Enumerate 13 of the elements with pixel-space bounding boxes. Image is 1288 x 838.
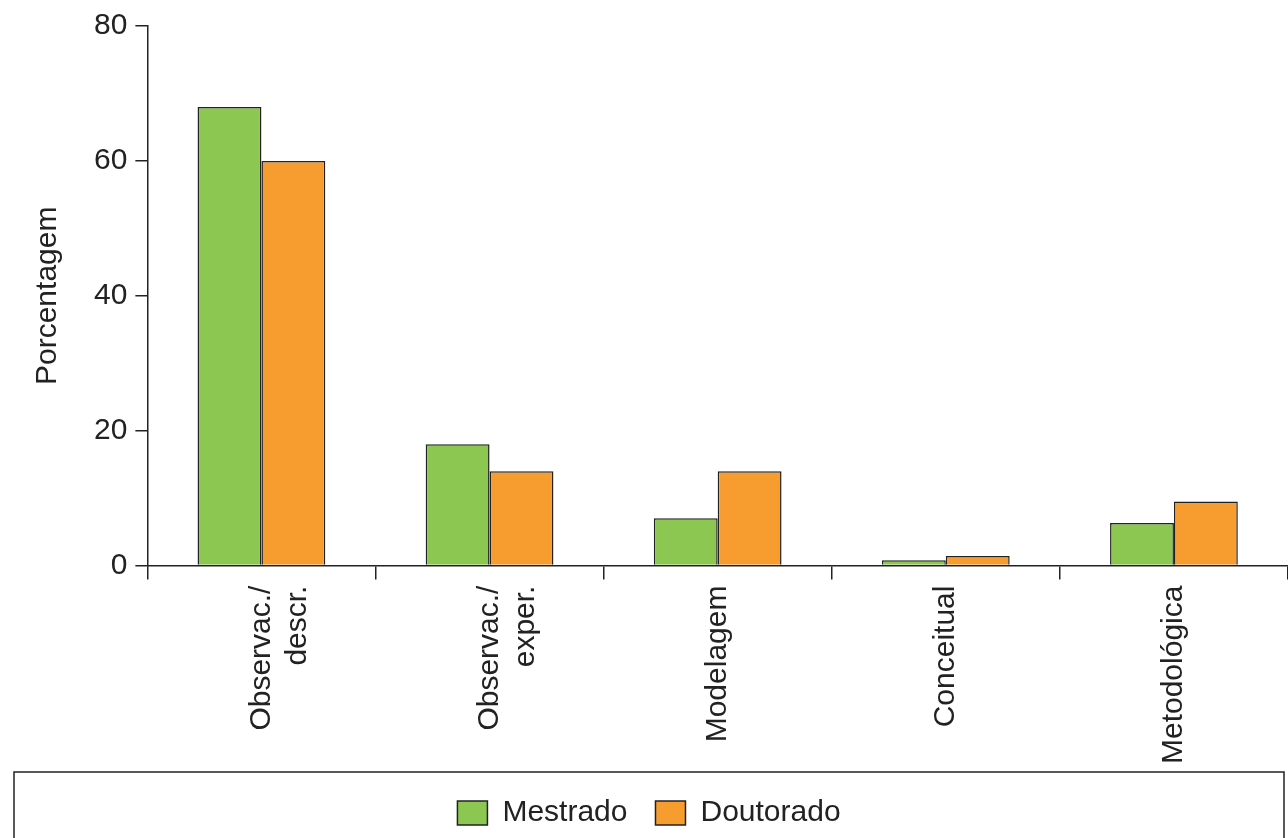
x-tick-label: Modelagem [698, 585, 732, 743]
x-tick-label: Conceitual [927, 585, 961, 728]
legend-label: Doutorado [700, 794, 841, 828]
legend-label: Mestrado [502, 794, 628, 828]
x-tick-label: Observac./ descr. [242, 584, 312, 731]
y-tick-label: 0 [110, 546, 128, 580]
y-tick-label: 80 [93, 7, 128, 41]
y-axis-title: Porcentagem [29, 206, 63, 385]
x-tick-label: Observac./ exper. [470, 584, 540, 731]
y-tick-label: 40 [93, 277, 128, 311]
x-tick-label: Metodológica [1155, 585, 1189, 765]
y-tick-label: 60 [93, 142, 128, 176]
y-tick-label: 20 [93, 411, 128, 445]
